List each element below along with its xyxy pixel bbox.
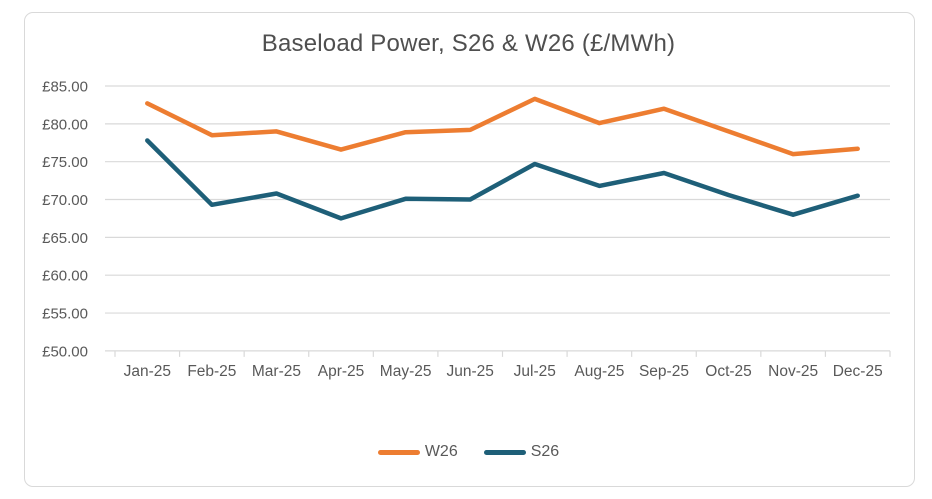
legend-item-w26: W26 — [377, 443, 458, 461]
x-axis-label: Aug-25 — [574, 363, 624, 380]
y-axis-label: £80.00 — [42, 116, 88, 133]
x-axis-label: Oct-25 — [705, 363, 752, 380]
x-axis-label: Jul-25 — [514, 363, 556, 380]
x-axis-label: May-25 — [380, 363, 432, 380]
x-axis-label: Nov-25 — [768, 363, 818, 380]
y-axis-label: £50.00 — [42, 343, 88, 360]
x-axis-label: Jan-25 — [124, 363, 171, 380]
series-line-w26 — [145, 96, 860, 157]
y-axis-label: £70.00 — [42, 192, 88, 209]
y-axis-label: £55.00 — [42, 306, 88, 323]
legend-swatch-w26-icon — [377, 449, 420, 455]
chart-title: Baseload Power, S26 & W26 (£/MWh) — [261, 30, 676, 57]
x-axis-label: Feb-25 — [187, 363, 236, 380]
legend-label-s26: S26 — [530, 443, 560, 460]
y-axis-label: £85.00 — [42, 79, 88, 96]
x-axis-label: Sep-25 — [639, 363, 689, 380]
x-axis-label: Dec-25 — [833, 363, 883, 380]
x-axis-label: Mar-25 — [252, 363, 301, 380]
legend-item-s26: S26 — [483, 443, 560, 461]
chart-frame — [24, 12, 915, 487]
chart-legend: W26 S26 — [24, 443, 913, 461]
y-axis-label: £65.00 — [42, 230, 88, 247]
series-line-s26 — [145, 138, 860, 221]
x-axis-label: Jun-25 — [447, 363, 494, 380]
legend-swatch-s26-icon — [483, 449, 526, 455]
x-axis-label: Apr-25 — [318, 363, 365, 380]
y-axis-label: £60.00 — [42, 268, 88, 285]
y-axis-label: £75.00 — [42, 154, 88, 171]
legend-label-w26: W26 — [424, 443, 458, 460]
